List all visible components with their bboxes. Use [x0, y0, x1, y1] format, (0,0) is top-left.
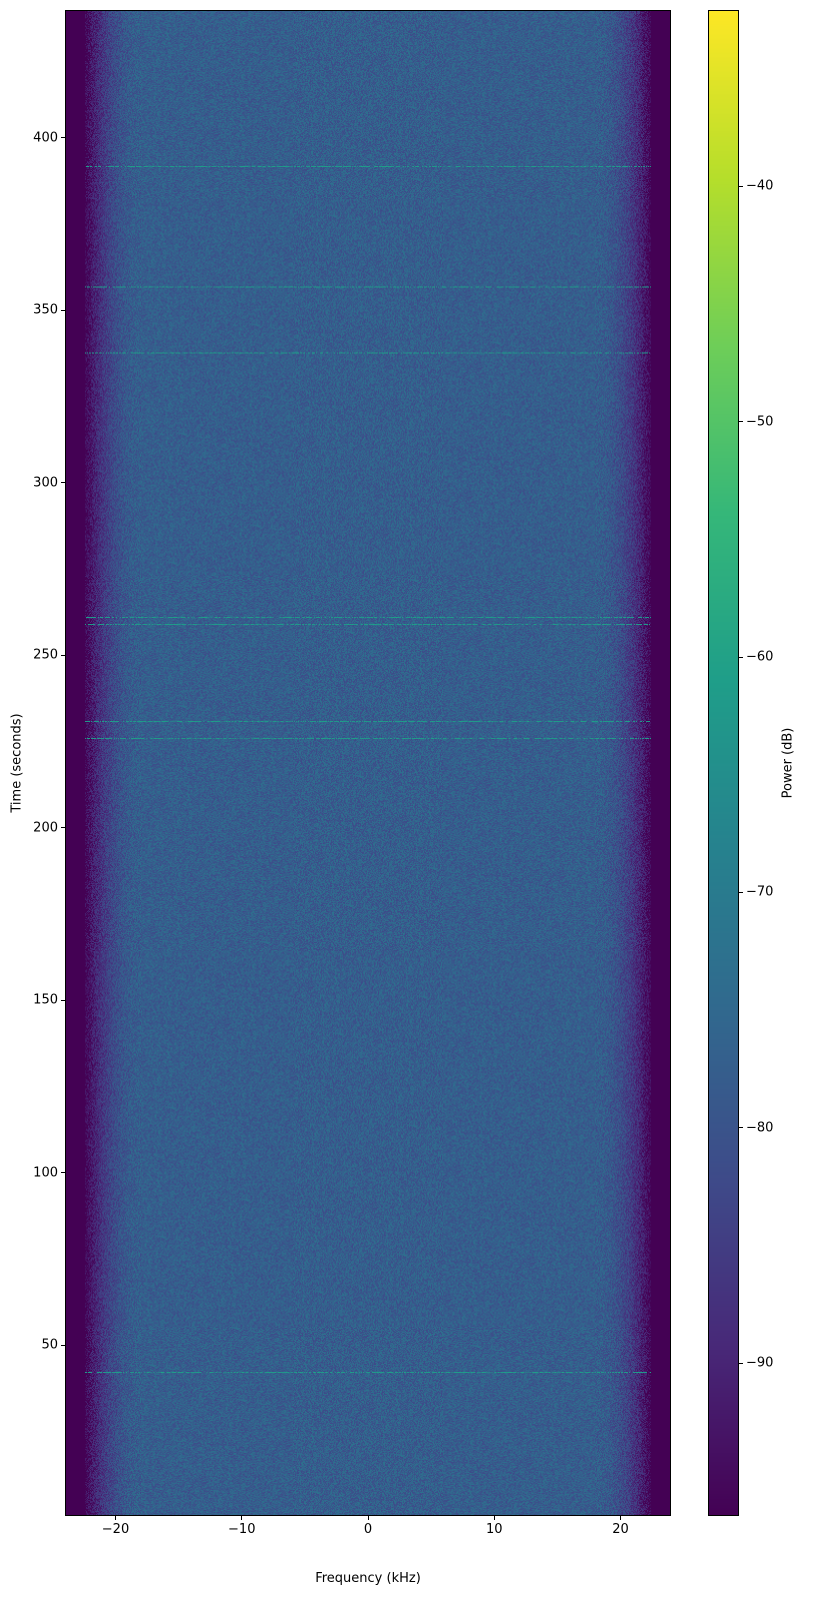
colorbar-tick — [739, 656, 743, 658]
colorbar-tick — [739, 185, 743, 187]
spectrogram-image — [66, 11, 670, 1515]
y-tick-label: 200 — [33, 820, 58, 836]
y-tick — [61, 1344, 65, 1346]
y-tick — [61, 482, 65, 484]
y-tick-label: 350 — [33, 302, 58, 318]
x-tick-label: −10 — [228, 1522, 256, 1537]
colorbar-tick — [739, 1362, 743, 1364]
y-tick-label: 150 — [33, 992, 58, 1008]
x-tick — [367, 1516, 369, 1520]
x-tick — [493, 1516, 495, 1520]
y-tick-label: 250 — [33, 647, 58, 663]
y-axis-label: Time (seconds) — [9, 713, 25, 813]
colorbar-tick-label: −80 — [746, 1120, 774, 1136]
y-tick — [61, 137, 65, 139]
y-tick — [61, 654, 65, 656]
colorbar-tick-label: −70 — [746, 884, 774, 900]
colorbar-tick — [739, 421, 743, 423]
colorbar-tick-label: −60 — [746, 649, 774, 665]
y-tick-label: 50 — [41, 1337, 58, 1353]
x-tick-label: −20 — [101, 1522, 130, 1537]
y-tick-label: 100 — [33, 1165, 58, 1181]
x-tick — [115, 1516, 116, 1520]
x-tick-label: 20 — [612, 1522, 629, 1537]
colorbar-tick — [739, 891, 743, 893]
colorbar-tick-label: −90 — [746, 1355, 774, 1371]
y-tick — [61, 999, 65, 1001]
colorbar-label: Power (dB) — [780, 727, 796, 799]
colorbar-tick — [739, 1127, 743, 1129]
y-tick-label: 400 — [33, 130, 58, 146]
spectrogram-axes — [65, 10, 671, 1516]
x-tick — [620, 1516, 621, 1520]
y-tick — [61, 309, 65, 311]
x-tick-label: 0 — [363, 1522, 373, 1537]
colorbar-tick-label: −40 — [746, 178, 774, 194]
y-tick — [61, 827, 65, 829]
colorbar-tick-label: −50 — [746, 414, 774, 430]
x-axis-label: Frequency (kHz) — [315, 1571, 421, 1586]
x-tick-label: 10 — [485, 1522, 503, 1537]
y-tick-label: 300 — [33, 475, 58, 491]
y-tick — [61, 1172, 65, 1174]
x-tick — [241, 1516, 243, 1520]
colorbar — [708, 10, 739, 1516]
